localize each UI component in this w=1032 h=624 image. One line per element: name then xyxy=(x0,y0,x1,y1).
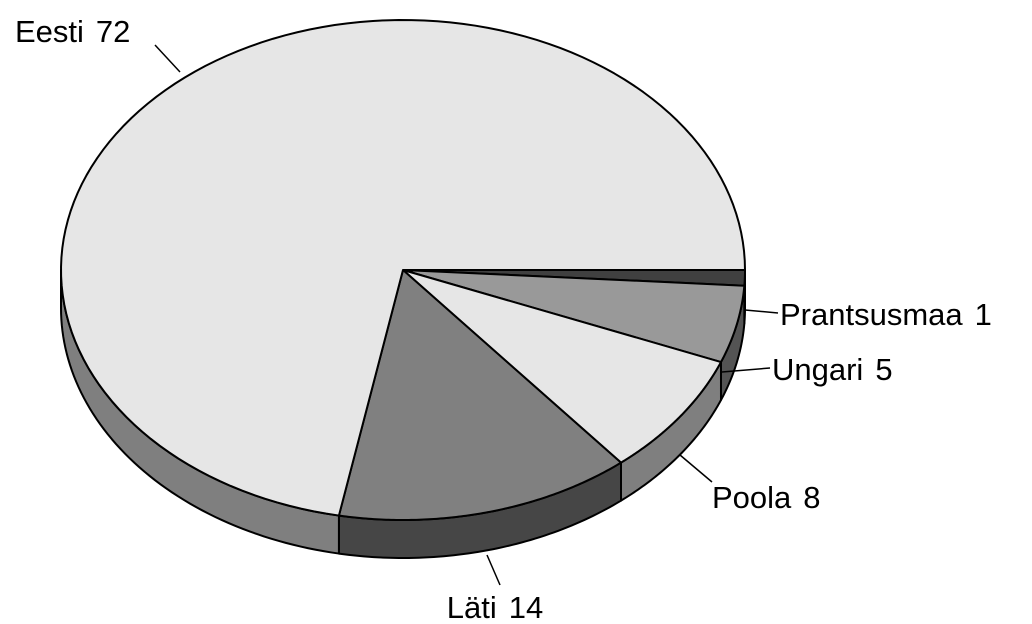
slice xyxy=(402,269,746,364)
slice xyxy=(337,269,622,521)
label-name: Läti xyxy=(447,590,497,624)
label-value: 14 xyxy=(509,590,543,624)
label-name: Ungari xyxy=(772,352,863,387)
label-value: 72 xyxy=(96,14,130,49)
data-label: Prantsusmaa 1 xyxy=(780,297,992,332)
label-value: 1 xyxy=(975,297,992,332)
label-name: Eesti xyxy=(15,14,84,49)
leader-line xyxy=(744,309,779,314)
leader-line xyxy=(486,554,501,586)
slice xyxy=(402,269,722,464)
data-label: Läti 14 xyxy=(447,590,543,624)
leader-line xyxy=(679,454,713,483)
data-label: Eesti 72 xyxy=(15,14,130,49)
leader-line xyxy=(154,44,181,73)
label-value: 8 xyxy=(803,480,820,515)
data-label: Ungari 5 xyxy=(772,352,893,387)
leader-line xyxy=(721,367,771,373)
label-name: Prantsusmaa xyxy=(780,297,963,332)
slice xyxy=(60,19,746,517)
label-value: 5 xyxy=(875,352,892,387)
data-label: Poola 8 xyxy=(712,480,821,515)
label-name: Poola xyxy=(712,480,792,515)
